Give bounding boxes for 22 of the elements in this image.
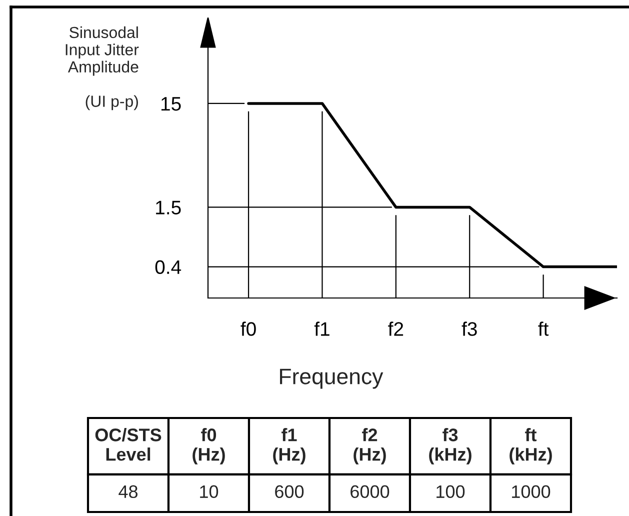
text: f1 (Hz) (273, 428, 306, 464)
text: f3 (kHz) (429, 428, 472, 464)
text: 600 (275, 485, 304, 498)
text: 100 (436, 485, 465, 498)
text: ft (kHz) (510, 428, 552, 464)
y-tick-label: 1.5 (156, 200, 181, 214)
x-axis-title: Frequency (280, 368, 384, 389)
text: Sinusodal Input Jitter Amplitude (UI p-p) (66, 26, 139, 110)
text: 6000 (350, 485, 390, 498)
x-tick-label: ft (538, 322, 549, 336)
y-tick-label: 0.4 (155, 260, 182, 274)
text: f2 (Hz) (354, 428, 386, 464)
x-tick-label: f1 (314, 322, 330, 336)
x-tick-label: f3 (462, 322, 477, 336)
text: OC/STS Level (95, 428, 162, 461)
text: f0 (Hz) (192, 428, 225, 464)
x-tick-label: f2 (388, 322, 404, 336)
x-tick-label: f0 (240, 322, 256, 336)
text: 1000 (512, 485, 550, 498)
text: 10 (200, 485, 218, 498)
text: 48 (118, 485, 138, 498)
y-tick-label: 15 (161, 97, 181, 111)
